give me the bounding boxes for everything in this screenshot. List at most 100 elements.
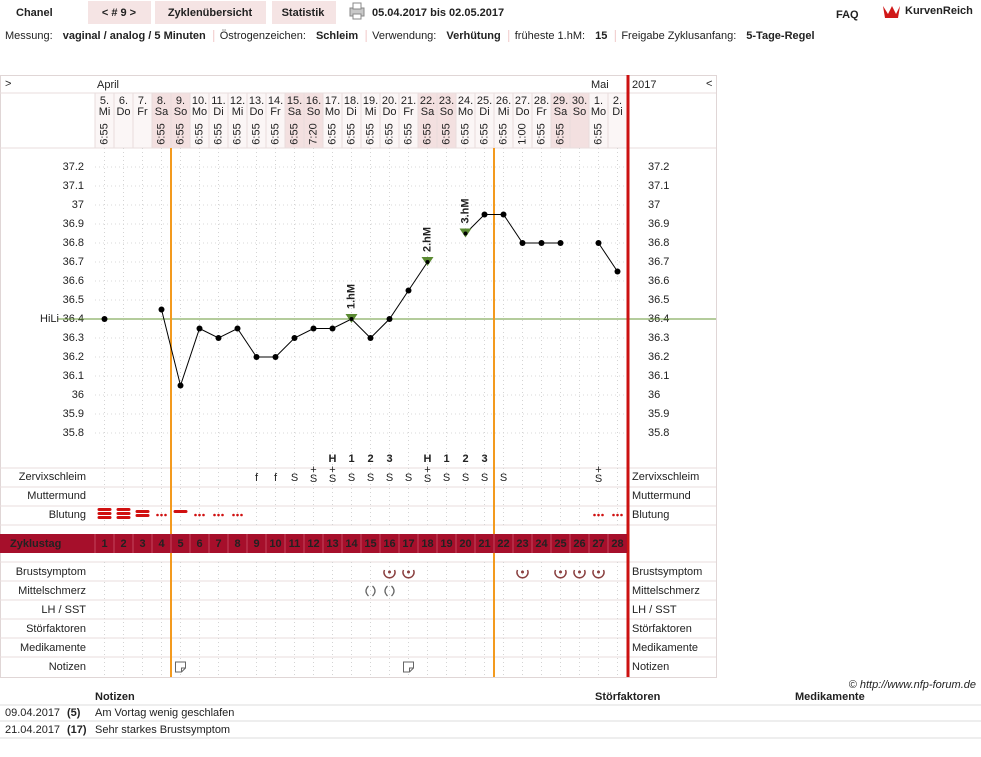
mucus-sign: f	[274, 472, 278, 484]
row-label: Störfaktoren	[632, 623, 692, 635]
temperature-point	[425, 260, 430, 264]
date-label: 24.	[458, 95, 473, 107]
row-label: Notizen	[49, 661, 86, 673]
breast-dot	[388, 570, 391, 574]
y-tick-label: 36.3	[63, 332, 84, 344]
tab[interactable]: Statistik	[282, 7, 326, 19]
bleeding-dot	[198, 513, 201, 517]
date-label: 29.	[553, 95, 568, 107]
date-label: 5.	[100, 95, 109, 107]
tab[interactable]: Zyklenübersicht	[168, 7, 253, 19]
time-label: 7:20	[307, 123, 319, 144]
date-label: 15.	[287, 95, 302, 107]
row-label: Muttermund	[632, 490, 691, 502]
temperature-point	[272, 354, 279, 360]
temperature-point	[500, 211, 507, 218]
time-label: 6:55	[421, 123, 433, 144]
faq-link[interactable]: FAQ	[836, 9, 859, 21]
bleeding-bar	[135, 514, 150, 517]
table-cell: Am Vortag wenig geschlafen	[95, 707, 234, 719]
cycle-nav-bg[interactable]	[88, 1, 151, 24]
hm-label: 2.hM	[421, 227, 433, 252]
weekday-label: Mi	[99, 106, 111, 118]
temperature-point	[349, 317, 354, 321]
month-label: April	[97, 79, 119, 91]
weekend-shade	[418, 93, 437, 148]
breast-dot	[521, 570, 524, 574]
time-label: 6:55	[174, 123, 186, 144]
bleeding-bar	[173, 510, 188, 513]
table-cell: 09.04.2017	[5, 707, 60, 719]
cycle-day-number: 5	[177, 538, 183, 550]
time-label: 6:55	[250, 123, 262, 144]
date-label: 27.	[515, 95, 530, 107]
date-label: 11.	[211, 95, 225, 107]
print-icon[interactable]	[349, 2, 365, 20]
weekday-label: Mi	[232, 106, 244, 118]
cycle-day-number: 28	[611, 538, 623, 550]
weekend-shade	[437, 93, 456, 148]
cycle-day-number: 17	[402, 538, 414, 550]
temperature-point	[614, 268, 621, 275]
temperature-point	[291, 335, 298, 341]
date-label: 9.	[176, 95, 185, 107]
row-label: Blutung	[632, 509, 669, 521]
bleeding-dot	[213, 513, 216, 517]
breast-icon	[402, 569, 415, 579]
weekday-label: Mo	[591, 106, 606, 118]
tab-bg[interactable]	[155, 1, 266, 24]
symptom-mark	[554, 569, 567, 579]
weekday-label: Di	[213, 106, 223, 118]
temperature-point	[158, 306, 165, 313]
bleeding-mark	[213, 513, 224, 517]
weekday-label: Do	[116, 106, 130, 118]
reference-label: HiLi	[40, 313, 59, 325]
y-tick-label: 37	[648, 199, 660, 211]
table-header: Störfaktoren	[595, 691, 661, 703]
symptom-mark	[516, 569, 529, 579]
bleeding-dot	[593, 513, 596, 517]
time-label: 6:55	[98, 123, 110, 144]
mucus-sign: S	[500, 472, 507, 484]
bleeding-dot	[240, 513, 243, 517]
copyright: © http://www.nfp-forum.de	[849, 679, 976, 691]
cycle-day-number: 4	[158, 538, 165, 550]
bleeding-dot	[236, 513, 239, 517]
y-tick-label: 36.6	[648, 275, 669, 287]
symptom-mark	[403, 661, 414, 673]
date-label: 18.	[344, 95, 359, 107]
mucus-sign: S	[386, 472, 393, 484]
nav-right[interactable]: <	[706, 78, 712, 90]
temperature-point	[538, 240, 545, 246]
time-label: 6:55	[554, 123, 566, 144]
row-label: LH / SST	[632, 604, 677, 616]
cycle-day-number: 8	[234, 538, 240, 550]
logo-icon	[883, 6, 900, 18]
weekday-label: Di	[346, 106, 356, 118]
mucus-sign: S	[462, 472, 469, 484]
cycle-day-number: 16	[383, 538, 395, 550]
cycle-day-number: 19	[440, 538, 452, 550]
user-name: Chanel	[16, 7, 53, 19]
date-label: 16.	[306, 95, 321, 107]
temperature-point	[329, 325, 336, 332]
date-label: 10.	[192, 95, 207, 107]
cycle-day-number: 9	[253, 538, 259, 550]
table-cell: (5)	[67, 707, 81, 719]
cycle-day-number: 10	[269, 538, 281, 550]
tab-bg[interactable]	[272, 1, 336, 24]
time-label: 6:55	[155, 123, 167, 144]
time-label: 6:55	[231, 123, 243, 144]
symptom-mark	[365, 585, 376, 597]
year: 2017	[632, 79, 656, 91]
nav-left[interactable]: >	[5, 78, 11, 90]
bleeding-dot	[221, 513, 224, 517]
weekday-label: Di	[479, 106, 489, 118]
date-label: 8.	[157, 95, 166, 107]
breast-icon	[516, 569, 529, 579]
cycle-day-band	[0, 534, 627, 553]
temperature-point	[177, 382, 184, 389]
mucus-plus: +	[310, 464, 316, 476]
cycle-nav[interactable]: < # 9 >	[102, 7, 136, 19]
